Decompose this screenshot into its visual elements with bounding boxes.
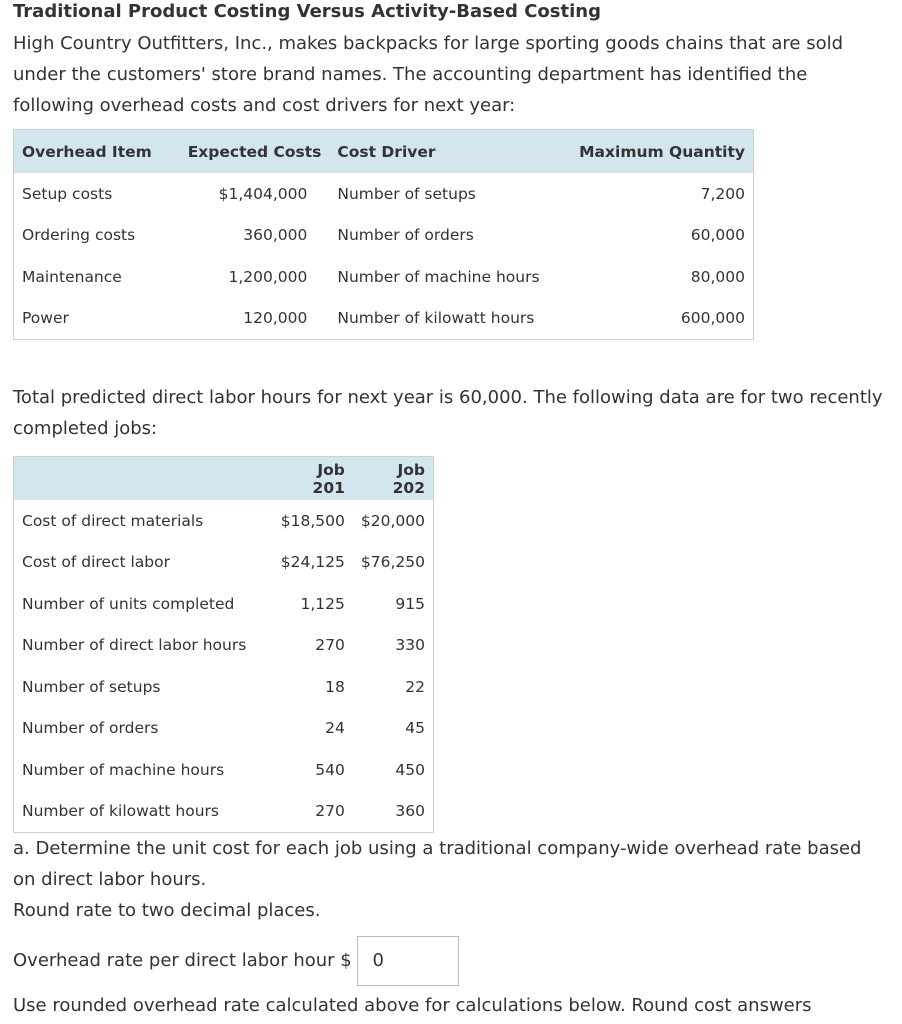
table-row: Maintenance 1,200,000 Number of machine ho… [14,256,754,298]
table-cell: 1,125 [300,594,345,613]
table-cell: 22 [405,677,425,696]
table-cell: Number of kilowatt hours [22,802,219,821]
input-row: Overhead rate per direct labor hour $ 0 [13,936,889,986]
table-cell: $24,125 [280,553,345,572]
table-cell: Power [22,309,69,328]
table-row: Ordering costs 360,000 Number of orders 60,… [14,215,754,257]
note: Use rounded overhead rate calculated abo… [13,995,812,1016]
table-cell: Number of kilowatt hours [337,309,535,328]
table-cell: 360 [395,802,425,821]
table-row: Number of direct labor hours 270 330 [14,625,434,667]
header-row: Overhead Item Expected Costs Cost Driver Ma… [13,129,754,173]
table-cell: Number of orders [22,719,159,738]
table-cell: Number of direct labor hours [22,636,247,655]
table-cell: 24 [325,719,345,738]
rate-input[interactable]: 0 [357,936,460,986]
table-cell: Number of setups [337,184,476,203]
table-cell: Ordering costs [22,226,136,245]
header-row: Job 201 Job 202 [13,456,434,500]
table-cell: 360,000 [243,226,308,245]
round-note: Round rate to two decimal places. [13,900,321,921]
jobs-table: Job 201 Job 202 Cost of direct materials $… [13,456,434,833]
table-cell: 270 [315,636,345,655]
paragraph: Total predicted direct labor hours for n… [13,387,883,439]
table-cell: $18,500 [280,511,345,530]
table-cell: Cost of direct labor [22,553,170,572]
table-cell: 330 [395,636,425,655]
table-cell: $1,404,000 [218,184,308,203]
table-row: Power 120,000 Number of kilowatt hours 600,… [14,298,754,340]
table-cell: $20,000 [360,511,425,530]
input-label: Overhead rate per direct labor hour $ [13,950,352,971]
header-cell: Maximum Quantity [559,129,754,173]
table-cell: 1,200,000 [228,267,308,286]
overhead-table: Overhead Item Expected Costs Cost Driver Ma… [13,129,754,340]
table-cell: Cost of direct materials [22,511,204,530]
table-cell: 45 [405,719,425,738]
table-cell: Number of machine hours [337,267,540,286]
table-cell: 450 [395,760,425,779]
table-cell: Setup costs [22,184,113,203]
table-row: Number of units completed 1,125 915 [14,583,434,625]
table-cell: 540 [315,760,345,779]
header-cell: Job 201 [272,456,353,500]
table-cell: Number of orders [337,226,474,245]
table-cell: Number of machine hours [22,760,225,779]
table-cell: 80,000 [690,267,745,286]
intro: High Country Outfitters, Inc., makes bac… [13,33,844,116]
table-cell: 600,000 [680,309,745,328]
table-row: Number of kilowatt hours 270 360 [14,791,434,833]
table-row: Number of setups 18 22 [14,666,434,708]
table-cell: 120,000 [243,309,308,328]
header-cell: Job 202 [352,456,434,500]
table-cell: Maintenance [22,267,122,286]
table-cell: 60,000 [690,226,745,245]
table-cell: 18 [325,677,345,696]
table-cell: 915 [395,594,425,613]
table-cell: 7,200 [700,184,745,203]
table-cell: 270 [315,802,345,821]
title: Traditional Product Costing Versus Activ… [13,1,601,22]
table-row: Number of orders 24 45 [14,708,434,750]
table-cell: Number of units completed [22,594,235,613]
table-row: Number of machine hours 540 450 [14,749,434,791]
table-cell: $76,250 [360,553,425,572]
header-cell: Overhead Item [13,129,172,173]
table-cell: Number of setups [22,677,161,696]
header-cell: Expected Costs [171,129,330,173]
header-cell: Cost Driver [329,129,560,173]
header-cell [13,456,273,500]
table-row: Cost of direct materials $18,500 $20,000 [14,500,434,542]
table-row: Cost of direct labor $24,125 $76,250 [14,542,434,584]
table-row: Setup costs $1,404,000 Number of setups 7,2… [14,173,754,215]
question: a. Determine the unit cost for each job … [13,838,862,890]
